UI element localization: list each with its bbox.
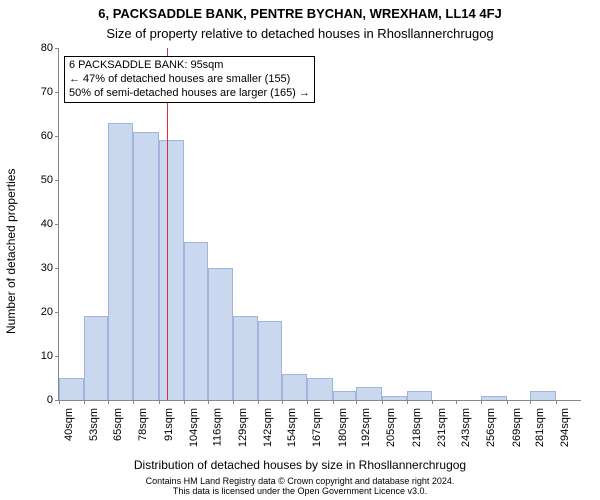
x-axis-label: Distribution of detached houses by size … bbox=[0, 458, 600, 472]
annotation-line1: 6 PACKSADDLE BANK: 95sqm bbox=[69, 59, 223, 71]
y-tick-label: 30 bbox=[29, 262, 53, 274]
y-tick-label: 10 bbox=[29, 350, 53, 362]
chart-footer: Contains HM Land Registry data © Crown c… bbox=[0, 476, 600, 497]
histogram-bar bbox=[282, 374, 307, 400]
histogram-bar bbox=[159, 140, 184, 400]
x-tick-label: 205sqm bbox=[386, 408, 398, 447]
histogram-bar bbox=[233, 316, 258, 400]
x-tick-label: 129sqm bbox=[237, 408, 249, 447]
x-tick-label: 218sqm bbox=[411, 408, 423, 447]
histogram-bar bbox=[108, 123, 133, 400]
histogram-bar bbox=[307, 378, 332, 400]
chart-title-line2: Size of property relative to detached ho… bbox=[0, 26, 600, 41]
histogram-bar bbox=[382, 396, 407, 400]
y-tick-label: 40 bbox=[29, 218, 53, 230]
x-tick-label: 91sqm bbox=[163, 408, 175, 441]
x-tick-label: 180sqm bbox=[337, 408, 349, 447]
y-tick-label: 0 bbox=[29, 394, 53, 406]
y-tick-label: 60 bbox=[29, 130, 53, 142]
annotation-line3: 50% of semi-detached houses are larger (… bbox=[69, 87, 310, 99]
annotation-line2: ← 47% of detached houses are smaller (15… bbox=[69, 73, 290, 85]
histogram-bar bbox=[333, 391, 356, 400]
x-tick-label: 65sqm bbox=[112, 408, 124, 441]
annotation-box: 6 PACKSADDLE BANK: 95sqm ← 47% of detach… bbox=[64, 56, 315, 103]
x-tick-label: 104sqm bbox=[188, 408, 200, 447]
histogram-bar bbox=[208, 268, 233, 400]
footer-line1: Contains HM Land Registry data © Crown c… bbox=[146, 476, 455, 486]
footer-line2: This data is licensed under the Open Gov… bbox=[173, 486, 427, 496]
x-tick-label: 142sqm bbox=[262, 408, 274, 447]
x-tick-label: 192sqm bbox=[360, 408, 372, 447]
x-tick-label: 154sqm bbox=[286, 408, 298, 447]
histogram-bar bbox=[184, 242, 207, 400]
x-tick-label: 78sqm bbox=[137, 408, 149, 441]
histogram-bar bbox=[356, 387, 381, 400]
x-tick-label: 281sqm bbox=[534, 408, 546, 447]
chart-title-line1: 6, PACKSADDLE BANK, PENTRE BYCHAN, WREXH… bbox=[0, 6, 600, 21]
histogram-bar bbox=[530, 391, 555, 400]
y-tick-label: 80 bbox=[29, 42, 53, 54]
x-tick-label: 243sqm bbox=[460, 408, 472, 447]
x-tick-label: 116sqm bbox=[212, 408, 224, 446]
histogram-bar bbox=[59, 378, 84, 400]
x-tick-label: 40sqm bbox=[63, 408, 75, 441]
x-tick-label: 294sqm bbox=[560, 408, 572, 447]
histogram-bar bbox=[84, 316, 107, 400]
y-tick-label: 50 bbox=[29, 174, 53, 186]
histogram-bar bbox=[407, 391, 432, 400]
x-tick-label: 53sqm bbox=[88, 408, 100, 441]
y-tick-label: 70 bbox=[29, 86, 53, 98]
histogram-bar bbox=[133, 132, 158, 400]
histogram-bar bbox=[481, 396, 506, 400]
histogram-bar bbox=[258, 321, 281, 400]
x-tick-label: 269sqm bbox=[511, 408, 523, 447]
x-tick-label: 256sqm bbox=[485, 408, 497, 447]
chart-container: { "title_line1": "6, PACKSADDLE BANK, PE… bbox=[0, 0, 600, 500]
x-tick-label: 167sqm bbox=[311, 408, 323, 447]
y-tick-label: 20 bbox=[29, 306, 53, 318]
y-axis-label: Number of detached properties bbox=[4, 169, 18, 334]
x-tick-label: 231sqm bbox=[436, 408, 448, 447]
